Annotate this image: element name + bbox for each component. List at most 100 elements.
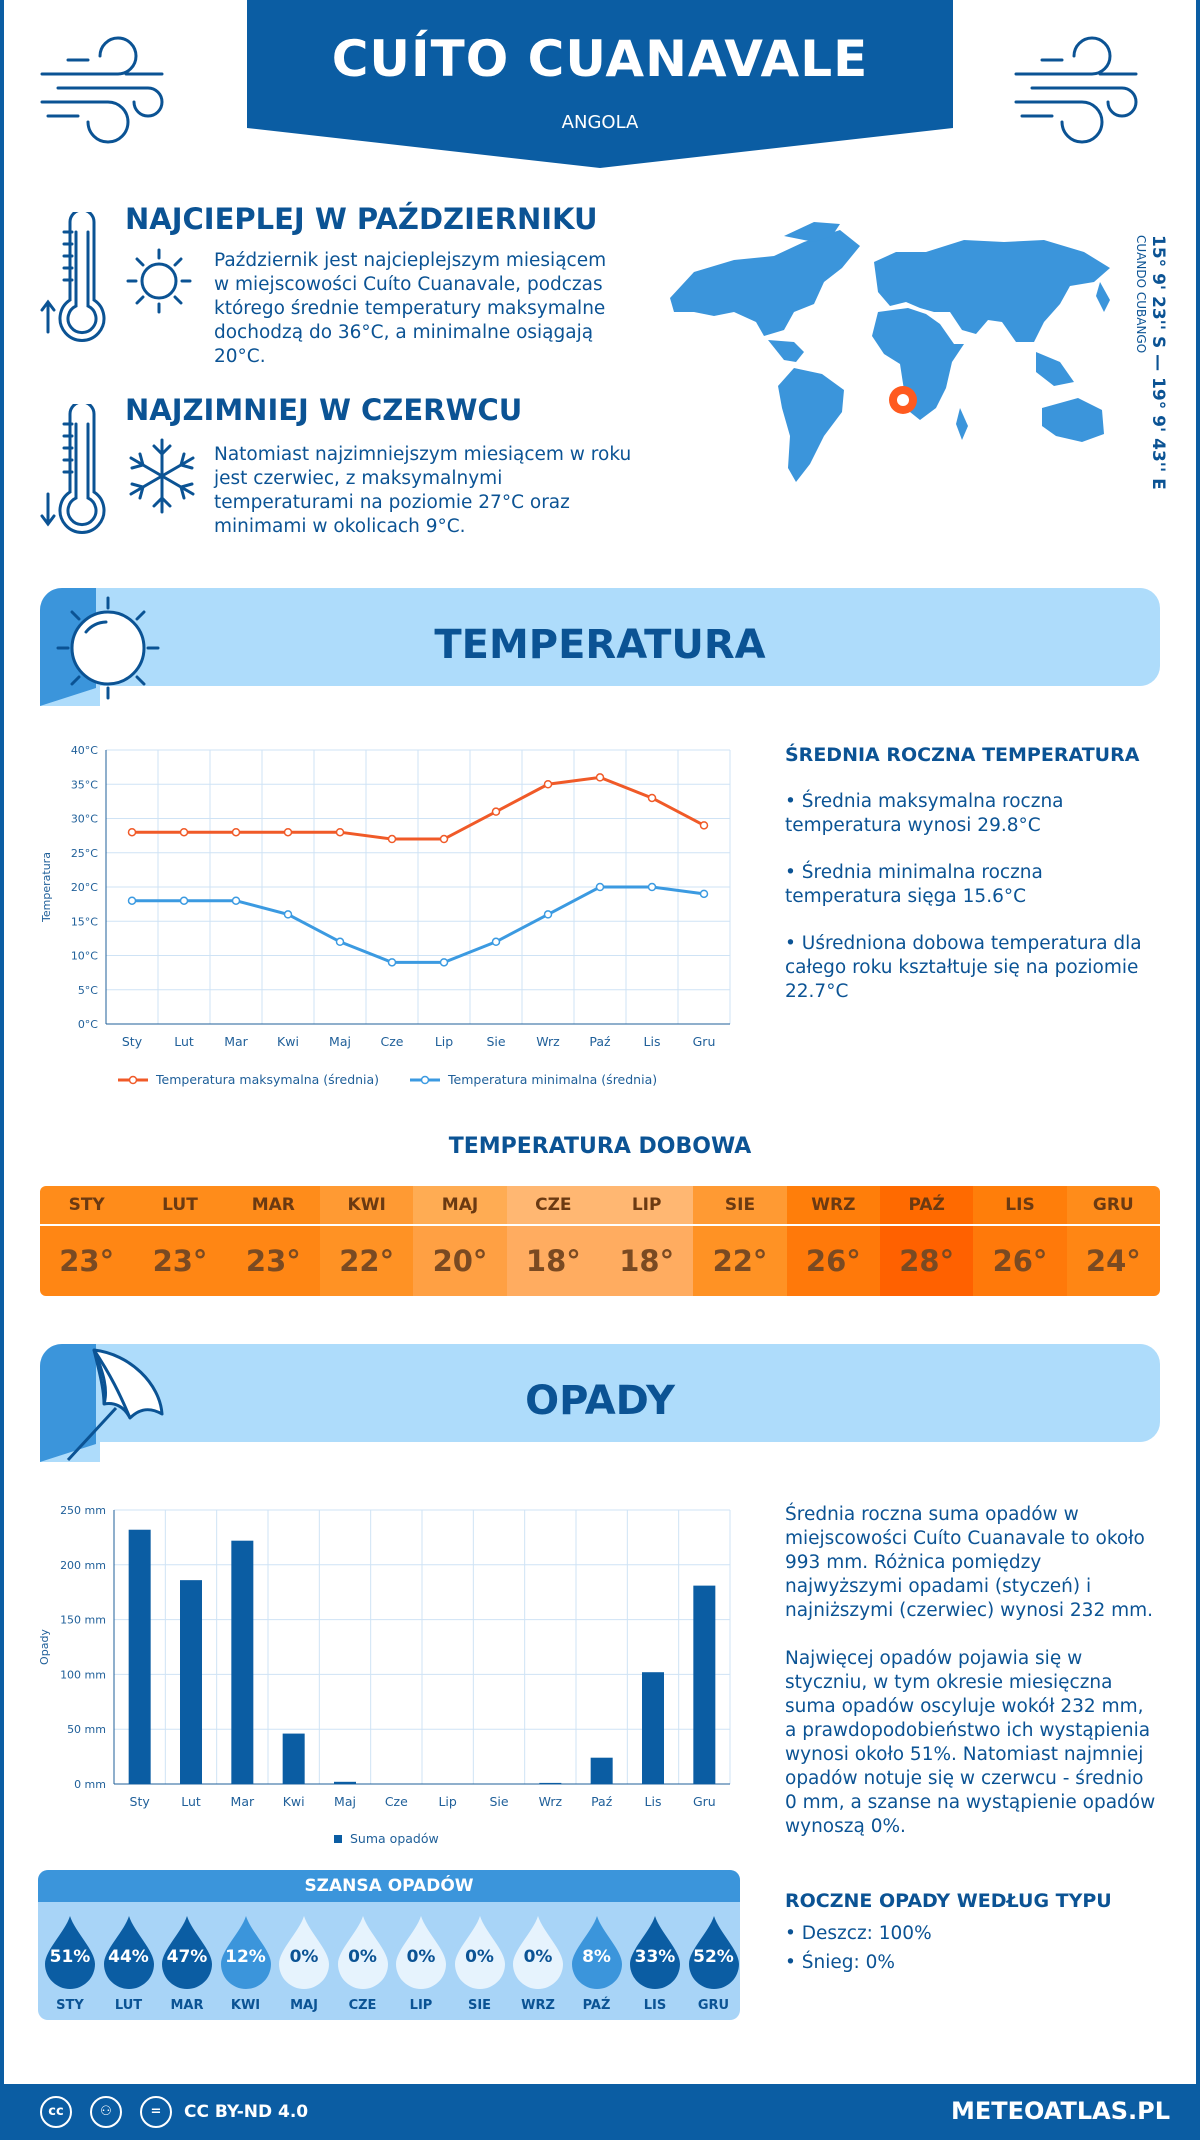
x-tick-label: Sie bbox=[489, 1794, 508, 1809]
daily-temp-cell: SIE 22° bbox=[693, 1186, 787, 1296]
precip-chance-month: MAR bbox=[170, 1998, 204, 2013]
bar bbox=[539, 1782, 562, 1784]
precipitation-banner: OPADY bbox=[40, 1344, 1160, 1462]
daily-temp-value: 24° bbox=[1066, 1226, 1160, 1296]
y-tick-label: 100 mm bbox=[60, 1668, 106, 1681]
y-tick-label: 250 mm bbox=[60, 1504, 106, 1517]
precip-chance-panel: SZANSA OPADÓW 51% STY 44% LUT 47% MAR 12% KWI 0%… bbox=[38, 1870, 740, 2020]
umbrella-icon bbox=[66, 1348, 164, 1462]
daily-temp-month: KWI bbox=[320, 1186, 414, 1224]
x-tick-label: Lut bbox=[181, 1794, 201, 1809]
x-tick-label: Kwi bbox=[277, 1034, 299, 1049]
raindrop-icon: 8% bbox=[568, 1914, 626, 1989]
country-label: ANGOLA bbox=[561, 112, 639, 133]
data-point bbox=[179, 827, 189, 837]
y-tick-label: 200 mm bbox=[60, 1559, 106, 1572]
data-point bbox=[231, 827, 241, 837]
daily-temp-cell: WRZ 26° bbox=[786, 1186, 880, 1296]
bar bbox=[180, 1580, 202, 1784]
y-tick-label: 150 mm bbox=[60, 1614, 106, 1627]
raindrop-icon: 0% bbox=[392, 1914, 450, 1989]
y-tick-label: 10°C bbox=[71, 950, 98, 963]
y-tick-label: 20°C bbox=[71, 881, 98, 894]
precip-chance-month: CZE bbox=[348, 1998, 377, 2013]
data-point bbox=[127, 896, 137, 905]
series-line bbox=[132, 775, 705, 841]
annual-temp-title: ŚREDNIA ROCZNA TEMPERATURA bbox=[785, 744, 1140, 766]
precip-chance-value: 0% bbox=[348, 1947, 377, 1967]
legend-label: Temperatura maksymalna (średnia) bbox=[155, 1072, 379, 1087]
daily-temp-cell: KWI 22° bbox=[320, 1186, 414, 1296]
coldest-title: NAJZIMNIEJ W CZERWCU bbox=[125, 393, 523, 427]
daily-temp-cell: LIS 26° bbox=[973, 1186, 1067, 1296]
daily-temp-value: 23° bbox=[226, 1226, 320, 1296]
x-tick-label: Wrz bbox=[539, 1794, 563, 1809]
annual-min-bullet: • Średnia minimalna roczna temperatura s… bbox=[785, 862, 1043, 907]
warmest-text: Październik jest najcieplejszym miesiące… bbox=[214, 250, 607, 367]
y-axis-label: Temperatura bbox=[40, 852, 53, 923]
wind-icon bbox=[1014, 36, 1138, 144]
data-point bbox=[491, 807, 501, 816]
raindrop-icon: 33% bbox=[626, 1914, 684, 1989]
daily-temp-value: 23° bbox=[133, 1226, 227, 1296]
precip-chance-value: 0% bbox=[523, 1947, 553, 1967]
precip-chance-month: MAJ bbox=[290, 1998, 318, 2013]
daily-temp-value: 18° bbox=[506, 1226, 600, 1296]
data-point bbox=[699, 889, 709, 899]
y-tick-label: 35°C bbox=[71, 778, 98, 791]
data-point bbox=[647, 793, 657, 803]
daily-temp-value: 22° bbox=[693, 1226, 787, 1296]
x-tick-label: Lut bbox=[174, 1034, 194, 1049]
precip-chance-value: 8% bbox=[582, 1947, 611, 1967]
annual-avg-bullet: • Uśredniona dobowa temperatura dla całe… bbox=[785, 933, 1142, 1002]
rain-share: • Deszcz: 100% bbox=[785, 1923, 932, 1944]
bar bbox=[334, 1781, 356, 1784]
x-tick-label: Lip bbox=[438, 1794, 456, 1809]
data-point bbox=[439, 834, 449, 844]
data-point bbox=[543, 780, 553, 789]
daily-temp-cell: STY 23° bbox=[40, 1186, 134, 1296]
data-point bbox=[335, 937, 345, 947]
daily-temp-title: TEMPERATURA DOBOWA bbox=[448, 1134, 752, 1159]
world-map bbox=[670, 222, 1110, 482]
site-link[interactable]: METEOATLAS.PL bbox=[950, 2097, 1170, 2125]
header-ribbon bbox=[247, 0, 953, 168]
daily-temp-cell: PAŹ 28° bbox=[880, 1186, 974, 1296]
raindrop-icon: 0% bbox=[275, 1914, 333, 1989]
daily-temp-value: 23° bbox=[40, 1226, 134, 1296]
attribution-icon: ⚇ bbox=[90, 2096, 122, 2128]
precip-chance-month: WRZ bbox=[521, 1998, 555, 2013]
precip-chance-value: 33% bbox=[634, 1947, 676, 1967]
daily-temp-month: LIS bbox=[973, 1186, 1067, 1224]
y-tick-label: 50 mm bbox=[67, 1723, 106, 1736]
temperature-chart: 0°C 5°C 10°C 15°C 20°C 25°C 30°C 35°C 40°C Sty Lut… bbox=[40, 744, 731, 1087]
raindrop-icon: 0% bbox=[451, 1914, 509, 1989]
raindrop-icon: 12% bbox=[217, 1914, 275, 1989]
daily-temp-table: STY 23° LUT 23° MAR 23° KWI 22° MAJ 20° CZE 18° LIP 1… bbox=[40, 1186, 1160, 1296]
daily-temp-cell: CZE 18° bbox=[506, 1186, 600, 1296]
data-point bbox=[387, 834, 397, 844]
raindrop-icon: 0% bbox=[334, 1914, 392, 1989]
daily-temp-value: 20° bbox=[413, 1226, 507, 1296]
region-label: CUANDO CUBANGO bbox=[1134, 235, 1148, 354]
bar bbox=[590, 1757, 613, 1784]
bar bbox=[231, 1540, 254, 1784]
cc-icon: cc bbox=[40, 2096, 72, 2128]
daily-temp-month: WRZ bbox=[786, 1186, 880, 1224]
snowflake-icon bbox=[129, 438, 195, 514]
precip-chance-month: STY bbox=[56, 1998, 84, 2013]
daily-temp-value: 18° bbox=[600, 1226, 694, 1296]
wind-icon bbox=[40, 36, 164, 144]
x-tick-label: Sty bbox=[130, 1794, 151, 1809]
bar bbox=[642, 1672, 664, 1784]
precip-chance-value: 52% bbox=[693, 1947, 734, 1967]
x-tick-label: Sty bbox=[122, 1034, 143, 1049]
daily-temp-cell: LIP 18° bbox=[600, 1186, 694, 1296]
y-tick-label: 30°C bbox=[71, 813, 98, 826]
thermometer-hot-icon bbox=[40, 212, 106, 342]
x-tick-label: Gru bbox=[693, 1794, 716, 1809]
x-tick-label: Kwi bbox=[283, 1794, 305, 1809]
y-tick-label: 0°C bbox=[78, 1018, 98, 1031]
no-derivatives-icon: = bbox=[140, 2096, 172, 2128]
raindrop-icon: 47% bbox=[158, 1914, 216, 1989]
